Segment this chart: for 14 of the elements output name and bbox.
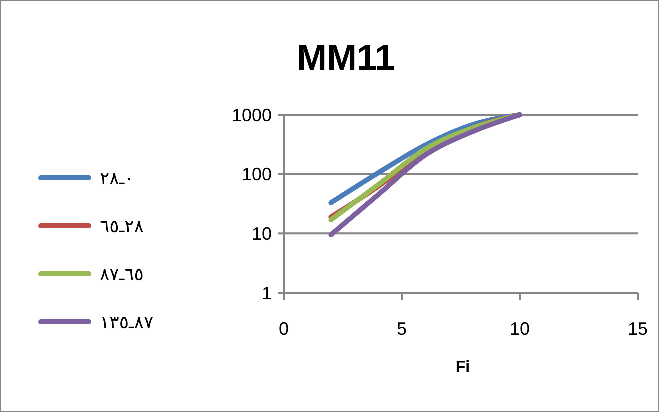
y-tick-label: 100 — [242, 164, 272, 185]
legend-label: ٢٨ـ٠ — [100, 168, 134, 190]
chart-title: MM11 — [296, 37, 396, 78]
x-tick-label: 10 — [510, 319, 530, 339]
x-tick-label: 5 — [396, 319, 408, 339]
legend-label: ٦٥ـ٢٨ — [100, 216, 144, 238]
y-tick-label: 1 — [262, 283, 272, 304]
x-tick-label: 15 — [628, 319, 648, 339]
legend-label: ٨٧ـ٦٥ — [100, 264, 144, 286]
y-tick-label: 10 — [252, 224, 272, 244]
x-axis-title: Fi — [456, 359, 470, 376]
y-tick-label: 1000 — [232, 105, 272, 126]
legend-label: ١٣٥ـ٨٧ — [100, 312, 154, 334]
x-tick-label: 0 — [278, 319, 290, 339]
